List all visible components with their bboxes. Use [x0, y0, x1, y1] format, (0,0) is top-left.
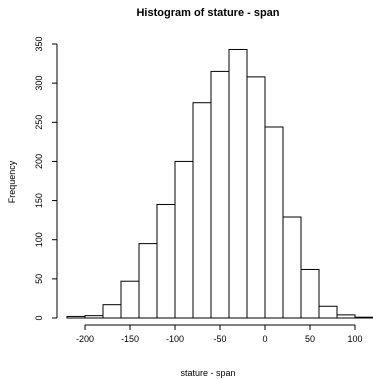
histogram-bar	[138, 243, 158, 319]
y-axis: 0 50 100 150 200 250 300 350	[34, 36, 58, 321]
histogram-bar	[174, 160, 194, 319]
histogram-bar	[300, 268, 320, 319]
y-tick-label: 0	[34, 315, 44, 320]
bars-group	[66, 48, 373, 319]
x-axis: -200 -150 -100 -50 0 50 100	[76, 324, 363, 344]
histogram-bar	[210, 70, 230, 319]
histogram-bar	[282, 216, 302, 319]
y-tick-label: 300	[34, 76, 44, 91]
histogram-bar	[336, 314, 356, 319]
y-tick-label: 50	[34, 274, 44, 284]
histogram-bar	[246, 76, 266, 319]
x-tick-label: -200	[76, 334, 94, 344]
x-axis-label: stature - span	[180, 368, 235, 378]
x-tick-label: -150	[121, 334, 139, 344]
chart-title: Histogram of stature - span	[136, 7, 279, 19]
histogram-bar	[228, 48, 248, 319]
y-tick-label: 100	[34, 232, 44, 247]
y-axis-label: Frequency	[7, 160, 17, 203]
y-tick-label: 200	[34, 154, 44, 169]
histogram-bar	[318, 305, 338, 319]
histogram-bar	[354, 316, 373, 319]
x-tick-label: 0	[262, 334, 267, 344]
histogram-bar	[120, 280, 140, 319]
histogram-bar	[66, 315, 86, 319]
x-tick-label: 100	[347, 334, 362, 344]
histogram-bar	[102, 304, 122, 319]
y-tick-label: 250	[34, 115, 44, 130]
histogram-bar	[192, 102, 212, 319]
histogram-bar	[264, 126, 284, 319]
histogram-bar	[156, 203, 176, 319]
x-tick-label: -50	[213, 334, 226, 344]
histogram-bar	[84, 315, 104, 319]
y-tick-label: 150	[34, 193, 44, 208]
x-tick-label: -100	[166, 334, 184, 344]
x-tick-label: 50	[305, 334, 315, 344]
y-tick-label: 350	[34, 36, 44, 51]
